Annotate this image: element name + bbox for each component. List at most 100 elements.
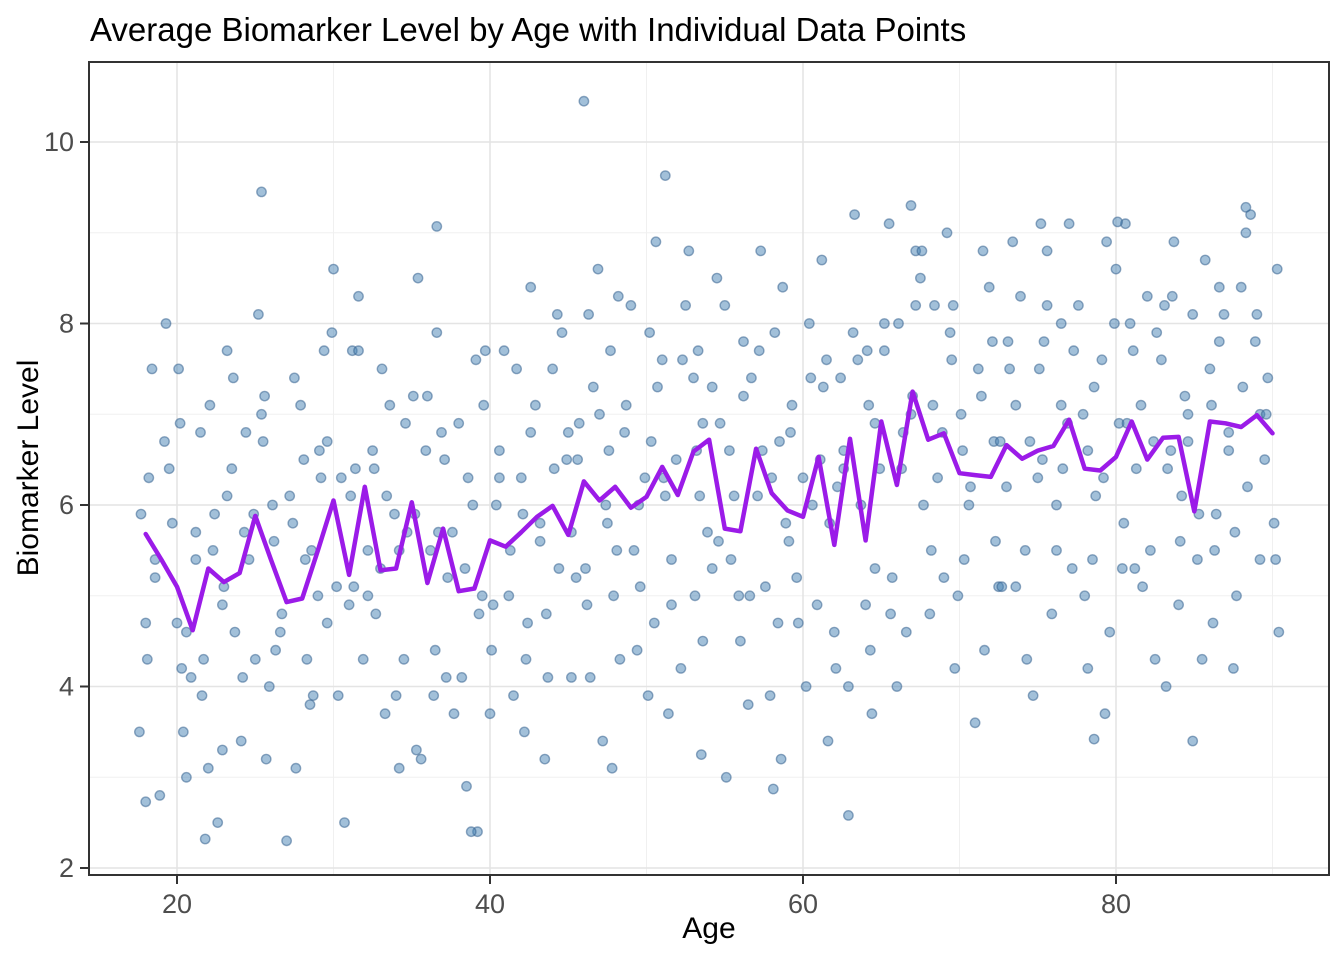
scatter-point: [362, 545, 374, 556]
scatter-point: [143, 472, 155, 484]
scatter-point: [288, 372, 300, 384]
scatter-point: [335, 472, 347, 484]
scatter-point: [1228, 663, 1239, 674]
scatter-point: [697, 417, 709, 429]
scatter-point: [692, 345, 704, 357]
scatter-point: [925, 545, 937, 556]
scatter-point: [1229, 526, 1241, 538]
scatter-point: [1099, 708, 1111, 720]
scatter-point: [738, 336, 749, 347]
scatter-point: [209, 508, 221, 520]
scatter-point: [1066, 563, 1078, 574]
scatter-point: [431, 220, 443, 232]
scatter-point: [666, 554, 677, 565]
scatter-point: [1145, 545, 1156, 556]
scatter-point: [1187, 308, 1199, 320]
scatter-point: [252, 308, 264, 320]
scatter-point: [542, 672, 554, 683]
scatter-point: [775, 753, 787, 765]
scatter-point: [608, 590, 619, 602]
scatter-point: [963, 499, 975, 511]
scatter-point: [212, 817, 224, 828]
scatter-point: [760, 581, 771, 593]
scatter-point: [318, 345, 330, 357]
scatter-point: [410, 744, 422, 756]
scatter-point: [428, 690, 440, 701]
scatter-point: [180, 771, 192, 783]
scatter-point: [1077, 408, 1089, 420]
scatter-point: [357, 653, 369, 665]
scatter-point: [398, 653, 410, 665]
scatter-point: [1251, 308, 1263, 320]
scatter-point: [946, 354, 958, 366]
scatter-point: [339, 817, 350, 828]
scatter-point: [603, 445, 615, 456]
scatter-point: [780, 517, 792, 529]
scatter-point: [1268, 517, 1280, 529]
scatter-point: [1087, 554, 1098, 565]
scatter-point: [534, 517, 546, 529]
scatter-point: [313, 445, 325, 456]
scatter-point: [1262, 372, 1274, 384]
scatter-point: [221, 490, 233, 502]
scatter-point: [1082, 445, 1094, 456]
scatter-point: [570, 572, 582, 583]
scatter-point: [376, 363, 388, 375]
scatter-point: [229, 626, 241, 638]
scatter-point: [642, 690, 654, 701]
scatter-point: [566, 672, 577, 683]
scatter-point: [508, 690, 519, 701]
scatter-point: [719, 299, 731, 311]
scatter-point: [777, 281, 789, 293]
scatter-point: [1207, 617, 1219, 629]
scatter-point: [1046, 608, 1058, 620]
scatter-point: [412, 272, 424, 284]
scatter-point: [900, 626, 912, 638]
scatter-point: [860, 599, 871, 611]
scatter-point: [1179, 390, 1191, 402]
scatter-point: [893, 318, 904, 329]
scatter-point: [1271, 263, 1283, 275]
scatter-point: [583, 308, 594, 320]
scatter-point: [420, 445, 432, 456]
scatter-point: [1079, 590, 1091, 602]
plot-panel: [89, 62, 1329, 875]
scatter-point: [1073, 299, 1084, 311]
scatter-point: [688, 372, 699, 384]
gridlines: [89, 62, 1329, 875]
y-tick-label: 2: [59, 853, 74, 883]
scatter-point: [1206, 399, 1217, 411]
scatter-point: [281, 835, 292, 847]
scatter-point: [724, 445, 735, 456]
scatter-point: [659, 490, 671, 502]
scatter-point: [520, 653, 532, 665]
scatter-point: [519, 726, 530, 738]
scatter-point: [1130, 463, 1142, 475]
scatter-point: [295, 399, 306, 411]
scatter-point: [1273, 626, 1285, 638]
scatter-point: [1199, 254, 1211, 266]
scatter-point: [728, 490, 740, 502]
scatter-point: [614, 653, 626, 665]
scatter-point: [620, 399, 632, 411]
scatter-point: [924, 608, 936, 620]
scatter-point: [706, 563, 718, 574]
scatter-point: [1260, 408, 1272, 420]
scatter-point: [915, 272, 926, 284]
scatter-point: [1173, 599, 1185, 611]
scatter-point: [1174, 535, 1186, 547]
x-tick-label: 40: [475, 889, 505, 919]
scatter-point: [1165, 445, 1177, 456]
scatter-point: [1032, 472, 1044, 484]
scatter-point: [1240, 201, 1252, 213]
scatter-point: [484, 708, 496, 720]
scatter-point: [1213, 281, 1225, 293]
scatter-point: [1192, 554, 1203, 565]
scatter-point: [753, 345, 765, 357]
scatter-point: [284, 490, 296, 502]
scatter-point: [645, 436, 657, 447]
scatter-point: [1002, 336, 1014, 347]
scatter-point: [465, 826, 477, 838]
scatter-point: [1101, 236, 1113, 248]
scatter-point: [517, 508, 529, 520]
